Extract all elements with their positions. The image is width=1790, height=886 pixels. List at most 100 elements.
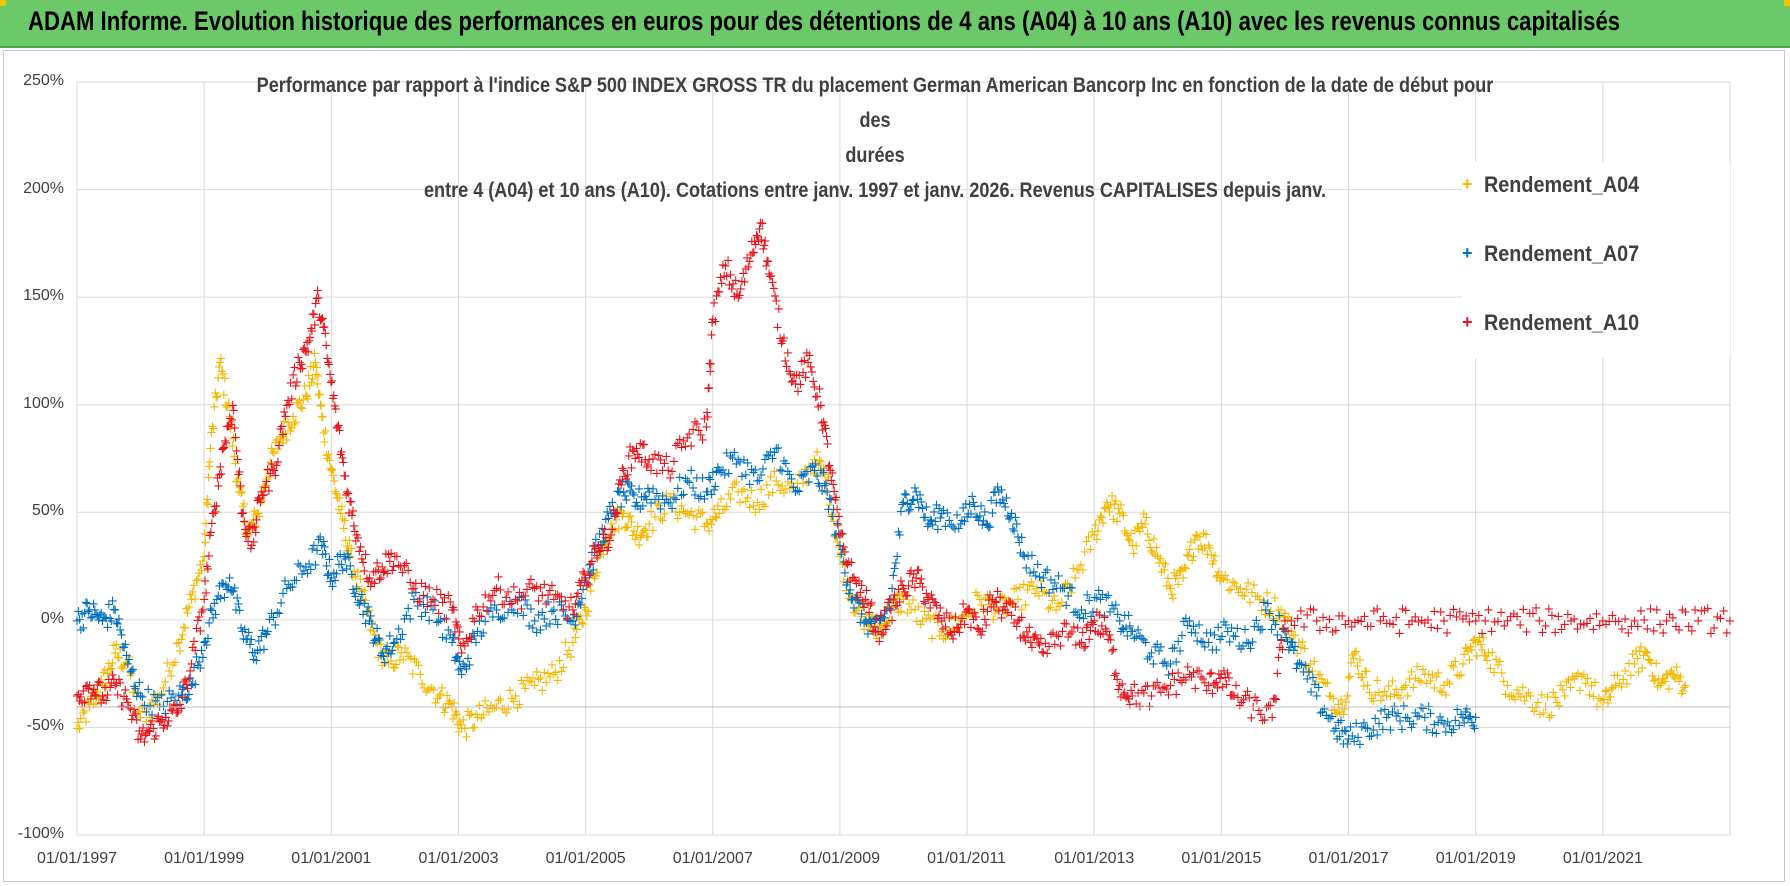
data-point-interp: + bbox=[546, 658, 557, 673]
data-point-interp: + bbox=[204, 459, 215, 474]
data-point-interp: + bbox=[1245, 642, 1256, 657]
data-point-interp: + bbox=[581, 609, 592, 624]
data-point-interp: + bbox=[621, 520, 632, 535]
data-point: + bbox=[1725, 614, 1736, 629]
data-point-interp: + bbox=[686, 505, 697, 520]
data-point-interp: + bbox=[1046, 573, 1057, 588]
data-point: + bbox=[173, 689, 184, 704]
data-point-interp: + bbox=[1582, 671, 1593, 686]
data-point: + bbox=[135, 711, 146, 726]
data-point-interp: + bbox=[413, 659, 424, 674]
data-point-interp: + bbox=[225, 422, 236, 437]
data-point-interp: + bbox=[1011, 517, 1022, 532]
data-point-interp: + bbox=[485, 698, 496, 713]
x-tick-label: 01/01/1997 bbox=[37, 850, 118, 867]
data-point-interp: + bbox=[946, 609, 957, 624]
data-point-interp: + bbox=[836, 548, 847, 563]
data-point-interp: + bbox=[908, 593, 919, 608]
data-point-interp: + bbox=[1099, 609, 1110, 624]
data-point: + bbox=[215, 356, 226, 371]
data-point: + bbox=[364, 614, 375, 629]
data-point-interp: + bbox=[865, 623, 876, 638]
data-point-interp: + bbox=[1469, 633, 1480, 648]
data-point-interp: + bbox=[196, 643, 207, 658]
data-point: + bbox=[1470, 711, 1481, 726]
data-point-interp: + bbox=[997, 591, 1008, 606]
data-point-interp: + bbox=[699, 520, 710, 535]
data-point-interp: + bbox=[974, 509, 985, 524]
data-point-interp: + bbox=[927, 632, 938, 647]
data-point-interp: + bbox=[314, 387, 325, 402]
data-point-interp: + bbox=[1220, 618, 1231, 633]
data-point-interp: + bbox=[543, 595, 554, 610]
data-point-interp: + bbox=[322, 451, 333, 466]
data-point-interp: + bbox=[620, 489, 631, 504]
data-point-interp: + bbox=[333, 491, 344, 506]
data-point-interp: + bbox=[392, 639, 403, 654]
data-point-interp: + bbox=[395, 653, 406, 668]
data-point-interp: + bbox=[1515, 690, 1526, 705]
data-point-interp: + bbox=[257, 623, 268, 638]
y-tick-label: -100% bbox=[17, 825, 64, 842]
data-point-interp: + bbox=[177, 683, 188, 698]
data-point-interp: + bbox=[1034, 570, 1045, 585]
data-point-interp: + bbox=[1429, 681, 1440, 696]
data-point-interp: + bbox=[950, 522, 961, 537]
data-point-interp: + bbox=[889, 591, 900, 606]
data-point-interp: + bbox=[641, 530, 652, 545]
data-point-interp: + bbox=[709, 483, 720, 498]
data-point-interp: + bbox=[1186, 626, 1197, 641]
data-point-interp: + bbox=[1007, 596, 1018, 611]
data-point: + bbox=[1400, 678, 1411, 693]
data-point-interp: + bbox=[487, 610, 498, 625]
data-point-interp: + bbox=[558, 604, 569, 619]
data-point-interp: + bbox=[1480, 649, 1491, 664]
y-tick-label: 200% bbox=[23, 179, 64, 197]
data-point-interp: + bbox=[1081, 534, 1092, 549]
data-point-interp: + bbox=[704, 381, 715, 396]
data-point-interp: + bbox=[864, 619, 875, 634]
data-point-interp: + bbox=[375, 638, 386, 653]
data-point-interp: + bbox=[203, 497, 214, 512]
data-point-interp: + bbox=[1555, 679, 1566, 694]
data-point-interp: + bbox=[1282, 613, 1293, 628]
data-point-interp: + bbox=[516, 602, 527, 617]
data-point-interp: + bbox=[958, 501, 969, 516]
data-point-interp: + bbox=[1604, 690, 1615, 705]
data-point-interp: + bbox=[630, 499, 641, 514]
data-point-interp: + bbox=[116, 628, 127, 643]
data-point-interp: + bbox=[237, 485, 248, 500]
data-point-interp: + bbox=[331, 567, 342, 582]
data-point-interp: + bbox=[560, 636, 571, 651]
data-point-interp: + bbox=[525, 675, 536, 690]
data-point-interp: + bbox=[831, 528, 842, 543]
data-point-interp: + bbox=[489, 701, 500, 716]
data-point-interp: + bbox=[1294, 656, 1305, 671]
data-point-interp: + bbox=[1005, 511, 1016, 526]
data-point-interp: + bbox=[1536, 688, 1547, 703]
data-point: + bbox=[1006, 506, 1017, 521]
data-point-interp: + bbox=[607, 496, 618, 511]
y-tick-label: 100% bbox=[23, 394, 64, 412]
data-point-interp: + bbox=[276, 596, 287, 611]
data-point-interp: + bbox=[1058, 580, 1069, 595]
data-point-interp: + bbox=[1274, 610, 1285, 625]
data-point-interp: + bbox=[786, 476, 797, 491]
data-point-interp: + bbox=[241, 633, 252, 648]
data-point-interp: + bbox=[1662, 668, 1673, 683]
data-point-interp: + bbox=[119, 640, 130, 655]
data-point-interp: + bbox=[1295, 641, 1306, 656]
data-point-interp: + bbox=[1383, 679, 1394, 694]
data-point-interp: + bbox=[721, 446, 732, 461]
data-point-interp: + bbox=[309, 347, 320, 362]
data-point: + bbox=[1057, 582, 1068, 597]
data-point-interp: + bbox=[1014, 580, 1025, 595]
x-tick-label: 01/01/2021 bbox=[1562, 850, 1643, 867]
data-point-interp: + bbox=[1119, 524, 1130, 539]
data-point-interp: + bbox=[1104, 505, 1115, 520]
data-point-interp: + bbox=[1594, 692, 1605, 707]
data-point: + bbox=[199, 549, 210, 564]
data-point-interp: + bbox=[573, 597, 584, 612]
y-tick-label: 50% bbox=[31, 502, 64, 520]
